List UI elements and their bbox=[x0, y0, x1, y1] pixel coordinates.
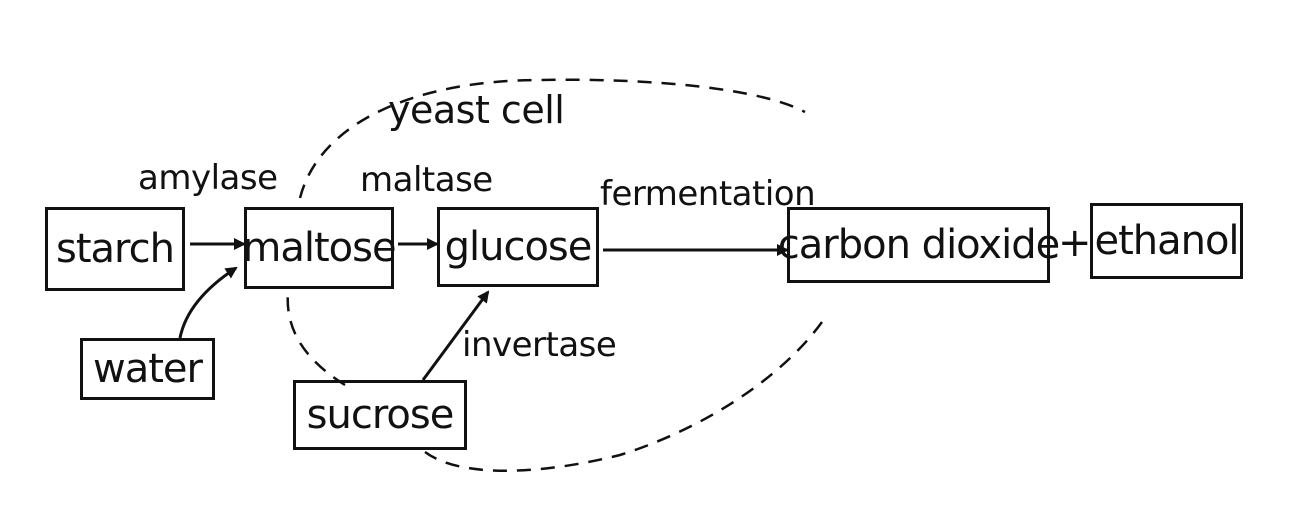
starch-box: starch bbox=[45, 207, 185, 291]
carbon-dioxide-box: carbon dioxide bbox=[778, 207, 1060, 283]
arrow-sucrose-to-glucose bbox=[421, 290, 490, 381]
plus-sign: + bbox=[1058, 220, 1092, 266]
fermentation-label: fermentation bbox=[600, 174, 816, 214]
arrow-water-to-maltose bbox=[178, 266, 238, 339]
amylase-label: amylase bbox=[138, 158, 278, 198]
maltase-label: maltase bbox=[360, 160, 493, 200]
sucrose-box: sucrose bbox=[293, 380, 467, 450]
ethanol-box: ethanol bbox=[1090, 203, 1243, 279]
maltose-box: maltose bbox=[242, 207, 397, 289]
glucose-box: glucose bbox=[437, 207, 599, 287]
invertase-label: invertase bbox=[462, 325, 617, 365]
yeast-cell-label: yeast cell bbox=[388, 88, 565, 132]
water-box: water bbox=[80, 338, 215, 400]
yeast-cell-boundary bbox=[286, 78, 824, 472]
